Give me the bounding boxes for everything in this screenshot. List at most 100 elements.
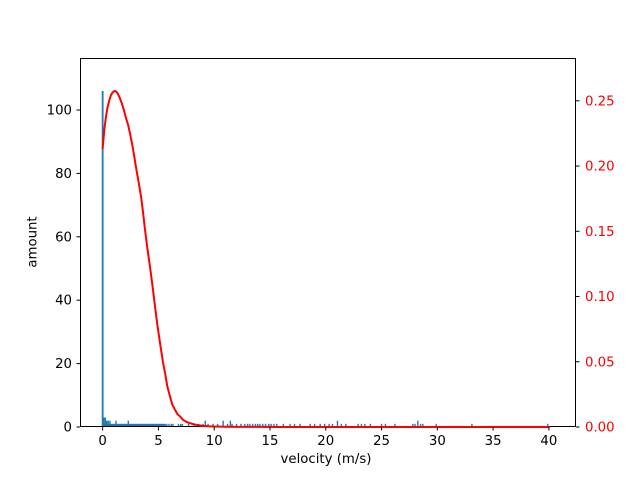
histogram-bar [187, 423, 190, 427]
histogram-bar [109, 420, 111, 427]
histogram-spike-bar [101, 90, 104, 427]
right-y-tick-label: 0.10 [585, 290, 615, 305]
x-tick-label: 0 [98, 434, 106, 449]
histogram-bar [268, 423, 270, 427]
histogram-bar [130, 423, 133, 427]
right-y-tick-label: 0.25 [585, 94, 615, 109]
y-axis-label: amount [25, 216, 41, 268]
x-tick-label: 30 [429, 434, 446, 449]
left-y-tick-label: 0 [64, 421, 72, 436]
histogram-bar [142, 423, 144, 427]
histogram-bar [126, 423, 128, 427]
histogram-bar [331, 423, 334, 427]
histogram-bar [138, 423, 141, 427]
histogram-bar [229, 420, 232, 427]
right-y-tick-label: 0.00 [585, 421, 615, 436]
histogram-bar [264, 423, 267, 427]
histogram-bar [240, 423, 242, 427]
plot-border [80, 58, 576, 427]
histogram-bar [139, 423, 142, 427]
histogram-bar [384, 423, 387, 427]
histogram-bar [159, 423, 162, 427]
histogram-bar [120, 423, 123, 427]
histogram-bar [273, 423, 275, 427]
histogram-bar [328, 423, 330, 427]
histogram-bar [235, 423, 238, 427]
histogram-bar [244, 423, 246, 427]
histogram-bar [380, 423, 383, 427]
right-y-tick-label: 0.20 [585, 160, 615, 175]
left-y-tick-label: 100 [47, 103, 72, 118]
histogram-bar [170, 423, 172, 427]
histogram-bar [114, 423, 116, 427]
histogram-bar [133, 423, 135, 427]
x-axis-label: velocity (m/s) [280, 452, 372, 467]
x-tick-label: 25 [373, 434, 390, 449]
histogram-bar [117, 423, 119, 427]
histogram-bar [313, 423, 316, 427]
histogram-bar [547, 423, 549, 427]
histogram-bar [222, 420, 224, 427]
histogram-bar [419, 423, 422, 427]
histogram-bar [148, 423, 151, 427]
histogram-bar [147, 423, 150, 427]
x-tick-label: 20 [317, 434, 334, 449]
histogram-bar [231, 423, 233, 427]
histogram-bar [422, 423, 424, 427]
histogram-bar [249, 423, 251, 427]
histogram-bar [299, 423, 301, 427]
histogram-bar [289, 423, 291, 427]
histogram-bar [146, 423, 148, 427]
histogram-bar [135, 423, 137, 427]
histogram-bar [471, 423, 473, 427]
histogram-bar [180, 423, 182, 427]
histogram-bar [293, 423, 296, 427]
histogram-bar [158, 423, 161, 427]
histogram-bar [336, 420, 339, 427]
x-tick-label: 35 [485, 434, 502, 449]
histogram-bar [226, 423, 229, 427]
right-y-tick-label: 0.05 [585, 355, 615, 370]
histogram-bar [145, 423, 147, 427]
left-y-tick-label: 20 [55, 357, 72, 372]
histogram-bar [116, 423, 118, 427]
histogram-bar [151, 423, 153, 427]
histogram-bar [212, 423, 214, 427]
x-tick-label: 15 [262, 434, 279, 449]
histogram-bar [129, 423, 132, 427]
histogram-bar [177, 423, 180, 427]
histogram-bar [204, 420, 206, 427]
histogram-bar [128, 423, 131, 427]
histogram-bar [168, 423, 170, 427]
histogram-bar [110, 423, 113, 427]
histogram-bar [144, 423, 146, 427]
histogram-bar [319, 423, 321, 427]
histogram-bar [157, 423, 160, 427]
histogram-bar [193, 423, 195, 427]
left-y-tick-label: 80 [55, 167, 72, 182]
histogram-bar [111, 423, 114, 427]
x-tick-label: 10 [206, 434, 223, 449]
histogram-bar [414, 423, 416, 427]
histogram-bar [275, 423, 278, 427]
histogram-bar [107, 420, 109, 427]
left-y-tick-label: 60 [55, 230, 72, 245]
histogram-bar [259, 423, 261, 427]
histogram-bar [282, 423, 285, 427]
histogram-bar [153, 423, 155, 427]
histogram-bar [103, 417, 105, 427]
histogram-bar [149, 423, 152, 427]
histogram-bar [119, 423, 122, 427]
histogram-bar [132, 423, 134, 427]
histogram-bar [246, 423, 249, 427]
histogram-bar [166, 423, 168, 427]
histogram-bar [254, 423, 257, 427]
histogram-bar [134, 423, 136, 427]
histogram-bar [155, 423, 157, 427]
histogram-bar [162, 423, 164, 427]
histogram-bar [357, 423, 359, 427]
histogram-bar [122, 423, 124, 427]
x-tick-label: 5 [154, 434, 162, 449]
histogram-bar [143, 423, 145, 427]
